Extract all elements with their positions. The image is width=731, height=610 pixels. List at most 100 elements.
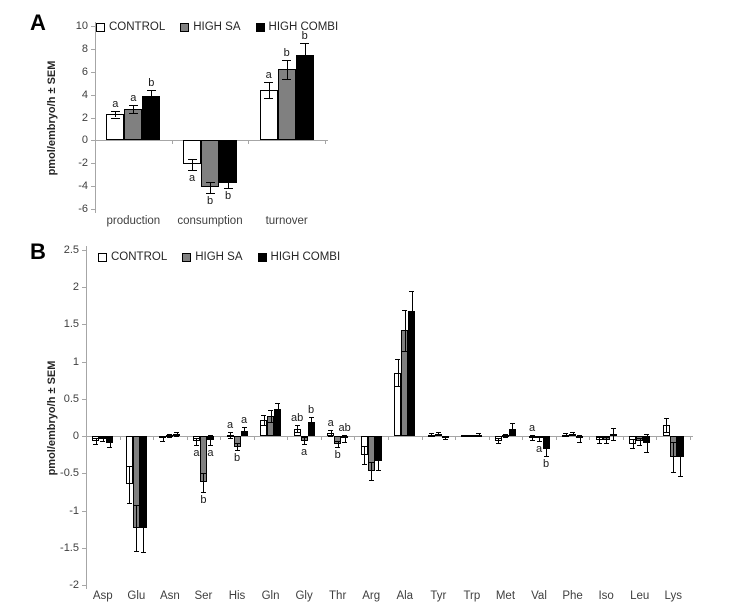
error-bar-line xyxy=(311,416,313,428)
error-bar-line xyxy=(297,424,299,433)
error-bar-cap xyxy=(128,113,138,115)
y-tick-label: 1.5 xyxy=(63,318,79,331)
significance-letter: b xyxy=(334,448,341,461)
x-tick xyxy=(622,436,624,441)
error-bar-cap xyxy=(227,437,233,439)
error-bar-cap xyxy=(536,440,542,442)
error-bar-cap xyxy=(563,433,569,435)
error-bar-cap xyxy=(570,435,576,437)
legend-swatch-icon xyxy=(255,22,265,32)
x-axis xyxy=(86,436,693,438)
x-tick xyxy=(388,436,389,441)
error-bar-line xyxy=(572,432,574,436)
error-bar-cap xyxy=(167,433,173,435)
y-tick xyxy=(91,117,95,119)
error-bar-line xyxy=(666,417,668,433)
x-category-label: turnover xyxy=(265,215,308,227)
error-bar-cap xyxy=(268,421,274,423)
significance-letter: b xyxy=(200,493,207,506)
legend-swatch-icon xyxy=(98,252,107,262)
x-tick xyxy=(325,140,326,145)
error-bar-cap xyxy=(462,436,468,438)
error-bar-cap xyxy=(630,448,636,450)
error-bar-cap xyxy=(442,436,448,438)
error-bar-line xyxy=(639,437,641,446)
error-bar-line xyxy=(286,60,288,79)
x-tick xyxy=(171,140,173,145)
y-tick xyxy=(91,94,95,96)
y-tick-label: 0 xyxy=(72,430,79,443)
significance-letter: b xyxy=(148,77,155,90)
error-bar-cap xyxy=(495,442,501,444)
error-bar-cap xyxy=(361,463,367,465)
x-category-label: Met xyxy=(495,590,516,602)
x-category-label: Phe xyxy=(562,590,583,602)
error-bar-cap xyxy=(174,431,180,433)
error-bar-line xyxy=(244,427,245,435)
x-category-label: Gly xyxy=(295,590,313,602)
error-bar-cap xyxy=(308,427,314,429)
error-bar-cap xyxy=(282,78,292,80)
significance-letter: a xyxy=(265,69,272,82)
error-bar-cap xyxy=(435,435,441,437)
significance-letter: a xyxy=(327,417,334,430)
error-bar-line xyxy=(169,433,171,437)
error-bar-cap xyxy=(502,433,508,435)
error-bar-line xyxy=(102,436,104,442)
x-tick xyxy=(656,436,658,441)
y-tick-label: 8 xyxy=(81,42,88,55)
significance-letter: a xyxy=(535,442,543,455)
error-bar-cap xyxy=(644,451,650,453)
x-tick xyxy=(488,436,490,441)
error-bar-line xyxy=(203,472,205,492)
y-axis xyxy=(86,246,87,589)
error-bar-cap xyxy=(126,503,132,505)
error-bar-cap xyxy=(160,440,166,442)
y-tick-label: -1.5 xyxy=(60,541,79,554)
error-bar-cap xyxy=(193,445,199,447)
error-bar-cap xyxy=(126,465,132,467)
error-bar-line xyxy=(270,410,272,422)
error-bar-cap xyxy=(193,437,199,439)
error-bar-line xyxy=(263,414,265,425)
x-category-label: production xyxy=(106,215,161,227)
error-bar-cap xyxy=(227,431,233,433)
error-bar-line xyxy=(210,181,211,193)
significance-letter: a xyxy=(207,447,214,460)
significance-letter: a xyxy=(188,171,196,184)
error-bar-cap xyxy=(200,472,206,474)
error-bar-line xyxy=(438,432,440,436)
legend-swatch-icon xyxy=(257,252,267,262)
error-bar-cap xyxy=(167,436,173,438)
error-bar-line xyxy=(95,438,97,445)
error-bar-line xyxy=(606,436,608,443)
y-tick-label: -4 xyxy=(78,180,88,193)
error-bar-cap xyxy=(264,98,274,100)
error-bar-cap xyxy=(205,192,215,194)
error-bar-cap xyxy=(361,445,367,447)
significance-letter: b xyxy=(283,47,290,60)
error-bar-cap xyxy=(241,434,247,436)
legend-item: HIGH SA xyxy=(180,21,241,33)
y-tick xyxy=(82,324,86,326)
legend: CONTROL HIGH SA HIGH COMBI xyxy=(98,251,340,263)
error-bar-line xyxy=(109,438,111,448)
error-bar-cap xyxy=(395,359,401,361)
significance-letter: ab xyxy=(290,411,304,424)
y-tick-label: 0 xyxy=(81,134,88,147)
legend-label: HIGH SA xyxy=(193,21,241,33)
error-bar-line xyxy=(632,439,634,448)
error-bar-cap xyxy=(610,427,616,429)
error-bar-cap xyxy=(107,447,113,449)
error-bar-cap xyxy=(596,442,602,444)
error-bar-cap xyxy=(335,446,341,448)
error-bar-line xyxy=(192,159,193,170)
error-bar-line xyxy=(133,105,135,114)
error-bar-cap xyxy=(476,436,482,438)
error-bar-line xyxy=(176,431,178,437)
error-bar-cap xyxy=(637,437,643,439)
y-tick xyxy=(91,163,95,165)
error-bar-cap xyxy=(335,440,341,442)
x-category-label: Ser xyxy=(194,590,213,602)
error-bar-cap xyxy=(476,433,482,435)
